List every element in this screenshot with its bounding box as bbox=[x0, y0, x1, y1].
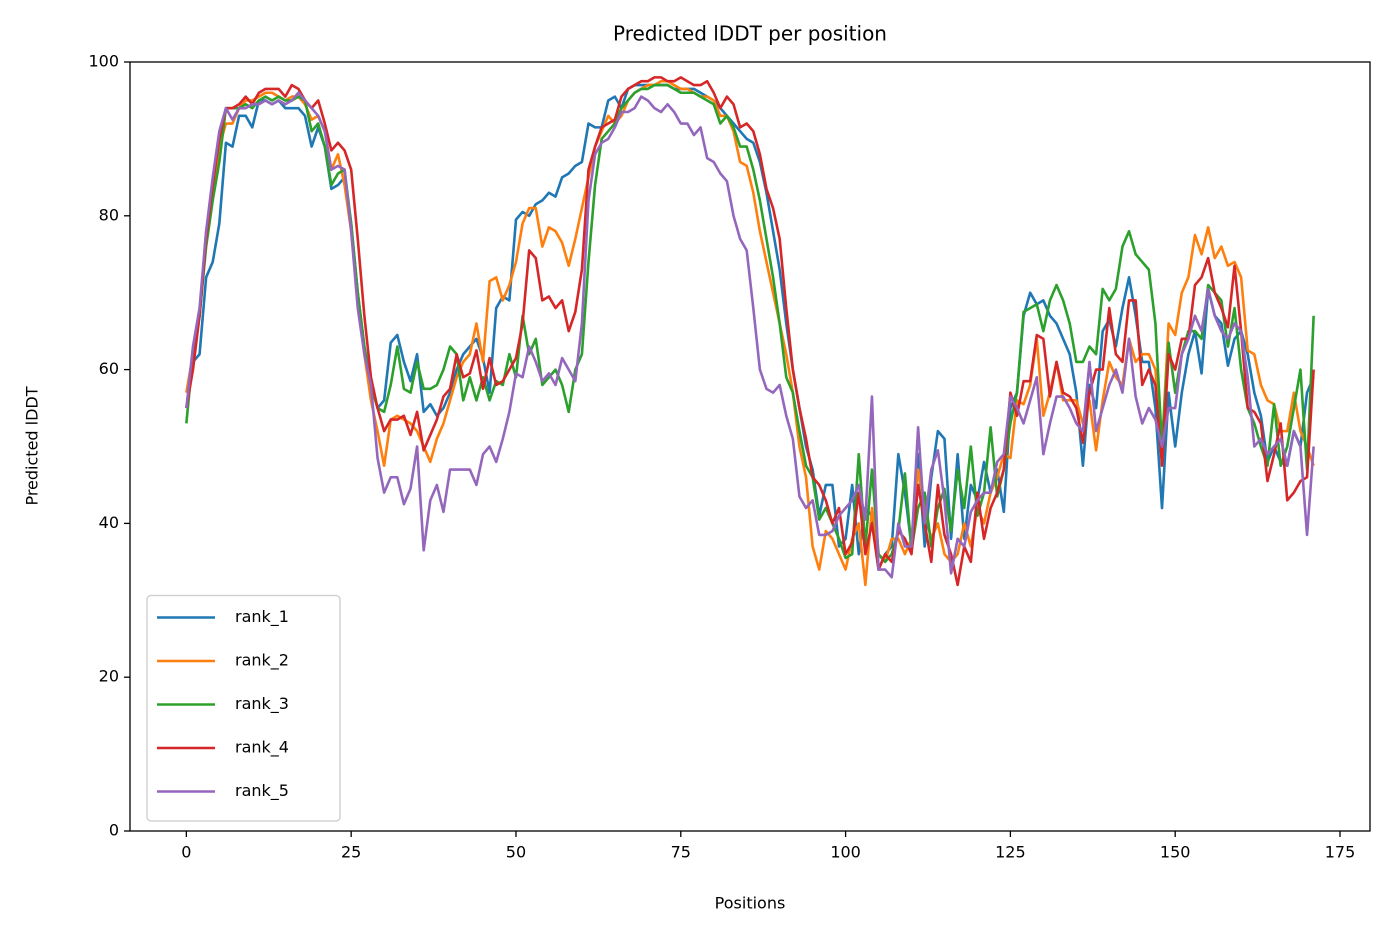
x-tick-label: 175 bbox=[1325, 843, 1356, 862]
x-tick-label: 150 bbox=[1160, 843, 1191, 862]
y-tick-label: 20 bbox=[99, 667, 119, 686]
x-tick-label: 25 bbox=[341, 843, 361, 862]
legend-label: rank_3 bbox=[235, 694, 289, 714]
legend-box bbox=[146, 594, 341, 822]
y-tick-label: 0 bbox=[109, 821, 119, 840]
y-axis-label: Predicted lDDT bbox=[23, 386, 42, 505]
y-tick-label: 100 bbox=[88, 52, 119, 71]
x-tick-label: 50 bbox=[506, 843, 526, 862]
x-tick-label: 100 bbox=[830, 843, 861, 862]
series-line bbox=[185, 76, 1315, 587]
y-tick-label: 60 bbox=[99, 359, 119, 378]
legend-label: rank_2 bbox=[235, 651, 289, 671]
series-line bbox=[185, 91, 1315, 579]
legend-label: rank_5 bbox=[235, 781, 289, 801]
y-tick-label: 40 bbox=[99, 513, 119, 532]
legend-label: rank_4 bbox=[235, 738, 289, 758]
plot-frame bbox=[129, 61, 1371, 832]
chart-title: Predicted lDDT per position bbox=[613, 22, 887, 46]
x-tick-label: 0 bbox=[181, 843, 191, 862]
legend-label: rank_1 bbox=[235, 607, 289, 627]
x-tick-label: 125 bbox=[995, 843, 1026, 862]
x-axis-label: Positions bbox=[715, 894, 786, 913]
series-line bbox=[185, 83, 1315, 564]
y-tick-label: 80 bbox=[99, 205, 119, 224]
x-tick-label: 75 bbox=[671, 843, 691, 862]
